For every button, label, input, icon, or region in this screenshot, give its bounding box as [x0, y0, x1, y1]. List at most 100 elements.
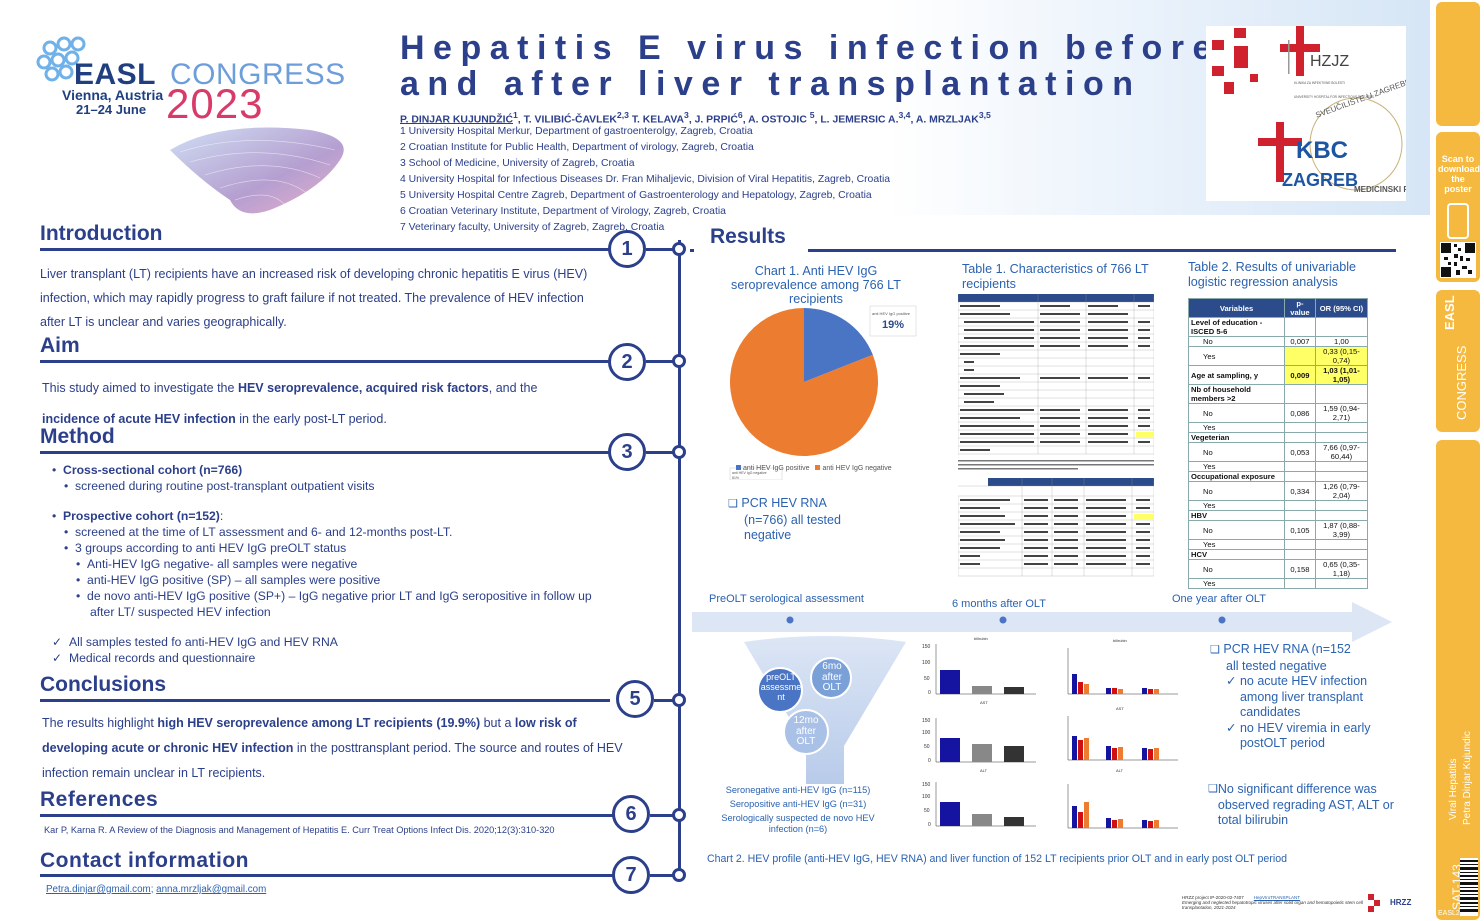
- section-rule: [40, 248, 636, 251]
- table2-cell: 0,009: [1284, 365, 1316, 385]
- chart2-caption: Chart 2. HEV profile (anti-HEV IgG, HEV …: [707, 853, 1287, 865]
- table2-cell: 0,007: [1284, 336, 1316, 347]
- method-item-9: All samples tested fo anti-HEV IgG and H…: [68, 635, 338, 649]
- svg-text:0: 0: [928, 758, 931, 764]
- table2-cell: [1284, 471, 1316, 482]
- table2-cell: 0,105: [1284, 520, 1316, 540]
- pcr-152-box: ❑ PCR HEV RNA (n=152 all tested negative…: [1210, 642, 1390, 752]
- svg-text:100: 100: [922, 794, 931, 800]
- table2-cell: Yes: [1188, 346, 1285, 366]
- section-rule: [40, 699, 610, 702]
- table2-cell: [1314, 461, 1369, 472]
- affiliation: 4 University Hospital for Infectious Dis…: [400, 174, 891, 185]
- project-footer: HRZZ project IP-2020-02-7407 HepVIroTRAN…: [1182, 895, 1366, 910]
- aim-bold-2: incidence of acute HEV infection: [42, 412, 236, 426]
- svg-text:150: 150: [922, 782, 931, 788]
- contact-email-link[interactable]: anna.mrzljak@gmail.com: [156, 884, 267, 895]
- congress-city: Vienna, Austria: [62, 87, 164, 103]
- svg-text:CONGRESS: CONGRESS: [1454, 345, 1469, 420]
- svg-text:bilirubin: bilirubin: [974, 636, 988, 641]
- table2-row: No 0,158 0,65 (0,35-1,18): [1188, 559, 1369, 579]
- table2-cell: [1314, 384, 1369, 404]
- table2-cell: [1314, 510, 1369, 521]
- table2-cell: [1314, 422, 1369, 433]
- funnel-label-3: Serologically suspected de novo HEV infe…: [721, 813, 875, 834]
- aim-text-2: incidence of acute HEV infection in the …: [42, 407, 602, 431]
- author-name: , L. JEMERSIC A.: [814, 114, 899, 126]
- timeline-label-preolt: PreOLT serological assessment: [709, 593, 864, 605]
- sidebar-easl-year: EASL2023: [1438, 910, 1472, 917]
- doctor-logo-strip: Doctor: [1436, 2, 1480, 126]
- method-item-6: Anti-HEV IgG negative- all samples were …: [87, 557, 358, 571]
- affiliation: 6 Croatian Veterinary Institute, Departm…: [400, 206, 726, 217]
- table2-cell: Yes: [1188, 539, 1285, 550]
- svg-text:KLINIKA ZA INFEKTIVNE BOLESTI: KLINIKA ZA INFEKTIVNE BOLESTI: [1294, 81, 1345, 85]
- section-ring: [672, 242, 686, 256]
- table2-row: Yes: [1188, 578, 1369, 589]
- section-rule: [40, 874, 618, 877]
- contact-heading: Contact information: [40, 849, 249, 872]
- legend-positive: anti HEV IgG positive: [742, 465, 810, 472]
- table2: Variables p- value OR (95% CI) Level of edu…: [1188, 298, 1369, 589]
- pcr-766-l2: (n=766) all tested: [744, 512, 841, 527]
- section-connector: [650, 814, 680, 817]
- section-connector: [646, 248, 680, 251]
- svg-text:100: 100: [922, 660, 931, 666]
- table2-cell: 1,26 (0,79-2,04): [1314, 481, 1369, 501]
- table2-header-row: Variables p- value OR (95% CI): [1188, 298, 1369, 318]
- table2-cell: No: [1188, 481, 1285, 501]
- section-number-6: 6: [612, 795, 650, 833]
- table2-cell: Occupational exposure: [1188, 471, 1285, 482]
- pcr-766-box: ❑ PCR HEV RNA (n=766) all tested negativ…: [728, 496, 841, 544]
- section-number-5: 5: [616, 680, 654, 718]
- liver-illustration-icon: [170, 127, 344, 214]
- contact-sep: ;: [150, 884, 154, 895]
- pie-neg-label: anti HEV IgG negative: [732, 471, 767, 475]
- qr-code-icon[interactable]: [1440, 242, 1476, 278]
- method-item-10: Medical records and questionnaire: [68, 651, 256, 665]
- table2-cell: [1314, 578, 1369, 589]
- method-item-4: screened at the time of LT assessment an…: [75, 525, 453, 539]
- affiliation: 2 Croatian Institute for Public Health, …: [400, 142, 754, 153]
- legend-item: anti HEV IgG positive: [736, 465, 809, 472]
- table2-cell: [1284, 461, 1316, 472]
- pcr-766-line: ❑ PCR HEV RNA: [728, 496, 841, 513]
- table2-cell: [1284, 422, 1316, 433]
- congress-side-strip: CONGRESS EASL: [1436, 290, 1480, 432]
- table2-row: Age at sampling, y 0,009 1,03 (1,01-1,05): [1188, 365, 1369, 385]
- table2-cell: HCV: [1188, 549, 1285, 560]
- congress-year: 2023: [166, 80, 264, 127]
- svg-text:150: 150: [922, 718, 931, 724]
- section-connector: [650, 874, 680, 877]
- svg-text:MEDICINSKI FAKULTET: MEDICINSKI FAKULTET: [1354, 185, 1406, 194]
- method-check: ✓ Medical records and questionnaire: [52, 651, 256, 665]
- conclusions-b1: high HEV seroprevalence among LT recipie…: [157, 716, 481, 730]
- hrzz-logo-icon: [1368, 894, 1380, 912]
- table2-cell: [1314, 432, 1369, 443]
- checkbox-icon: ❑: [728, 498, 738, 510]
- author-sup: 3,5: [978, 110, 991, 120]
- conclusions-t4: .: [261, 766, 266, 780]
- project-link[interactable]: HepVIroTRANSPLANT: [1253, 895, 1301, 900]
- section-rule: [40, 451, 610, 454]
- doctor-logo-icon: Doctor: [1436, 2, 1480, 126]
- author-sup: 1: [512, 110, 518, 120]
- section-number-3: 3: [608, 433, 646, 471]
- author-sup: 6: [737, 110, 743, 120]
- chart1-legend: anti HEV IgG positive anti HEV IgG negat…: [736, 465, 892, 472]
- section-ring: [672, 354, 686, 368]
- section-connector: [654, 699, 680, 702]
- table2-cell: [1284, 384, 1316, 404]
- pcr-152-c1: no acute HEV infection among liver trans…: [1239, 674, 1368, 719]
- svg-text:ALT: ALT: [980, 768, 988, 773]
- table2-cell: 0,334: [1284, 481, 1316, 501]
- pcr-152-c2: no HEV viremia in early postOLT period: [1239, 720, 1371, 751]
- method-item-8: de novo anti-HEV IgG positive (SP+) – Ig…: [87, 589, 592, 619]
- table2-row: Yes: [1188, 461, 1369, 472]
- affiliation: 5 University Hospital Centre Zagreb, Dep…: [400, 190, 872, 201]
- pcr-152-title2: all tested negative: [1226, 658, 1327, 673]
- method-subbullet: • 3 groups according to anti HEV IgG pre…: [64, 541, 347, 555]
- introduction-heading: Introduction: [40, 222, 163, 245]
- contact-email-link[interactable]: Petra.dinjar@gmail.com: [46, 884, 151, 895]
- table2-title: Table 2. Results of univariable logistic…: [1188, 260, 1357, 289]
